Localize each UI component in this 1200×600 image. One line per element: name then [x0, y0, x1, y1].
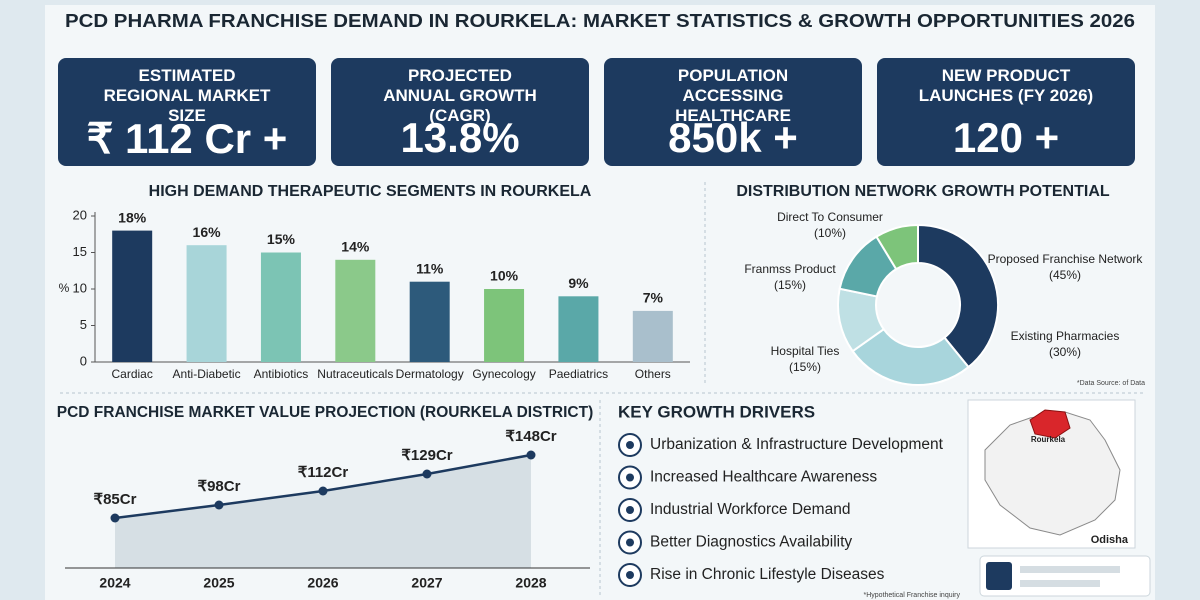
region-label: Rourkela [1031, 435, 1066, 444]
value-label: ₹129Cr [401, 447, 452, 464]
slice-value: (10%) [814, 226, 846, 240]
slice-value: (30%) [1049, 345, 1081, 359]
y-tick-label: 5 [80, 317, 87, 332]
bar [112, 230, 153, 362]
contact-icon [986, 562, 1012, 590]
kpi-card: NEW PRODUCT LAUNCHES (FY 2026) 120 + [877, 58, 1135, 166]
x-tick-label: Gynecology [472, 367, 535, 381]
x-tick-label: Others [635, 367, 671, 381]
donut-slice [851, 327, 970, 386]
point [422, 469, 432, 479]
driver-item: Rise in Chronic Lifestyle Diseases [650, 566, 885, 583]
driver-item: Increased Healthcare Awareness [650, 469, 877, 486]
chart-title: PCD FRANCHISE MARKET VALUE PROJECTION (R… [57, 404, 593, 421]
footnote: *Hypothetical Franchise inquiry [864, 592, 961, 599]
chart-title: HIGH DEMAND THERAPEUTIC SEGMENTS IN ROUR… [149, 183, 592, 200]
value-label: ₹148Cr [505, 428, 556, 445]
driver-icon-dot [626, 473, 634, 482]
y-tick-label: 0 [80, 353, 87, 368]
kpi-label: ESTIMATED REGIONAL MARKET SIZE [103, 66, 271, 125]
x-tick-label: 2025 [203, 575, 234, 591]
slice-label: Hospital Ties [771, 344, 840, 358]
x-tick-label: Dermatology [396, 367, 464, 381]
driver-icon-dot [626, 571, 634, 579]
x-tick-label: Nutraceuticals [317, 367, 393, 381]
point [214, 500, 224, 510]
driver-icon-dot [626, 441, 634, 449]
value-label: 15% [267, 231, 296, 247]
x-tick-label: Anti-Diabetic [173, 367, 241, 381]
slice-value: (15%) [789, 360, 821, 374]
kpi-label: NEW PRODUCT LAUNCHES (FY 2026) [918, 66, 1094, 105]
value-label: ₹112Cr [298, 464, 349, 481]
value-label: 16% [193, 224, 222, 240]
x-tick-label: 2027 [411, 575, 442, 591]
kpi-card: ESTIMATED REGIONAL MARKET SIZE ₹ 112 Cr + [58, 58, 316, 166]
value-label: 11% [416, 260, 444, 276]
value-label: ₹98Cr [198, 478, 241, 495]
map: Rourkela Odisha [967, 399, 1136, 549]
kpi-card: PROJECTED ANNUAL GROWTH (CAGR) 13.8% [331, 58, 589, 166]
kpi-value: 850k + [668, 114, 798, 161]
y-axis-label: % [59, 281, 70, 295]
slice-label: Existing Pharmacies [1011, 329, 1120, 343]
value-label: 18% [118, 209, 147, 225]
value-label: 7% [643, 290, 664, 306]
driver-item: Better Diagnostics Availability [650, 534, 852, 551]
slice-value: (45%) [1049, 268, 1081, 282]
bar [409, 281, 450, 362]
y-tick-label: 10 [73, 280, 87, 295]
x-tick-label: 2028 [515, 575, 546, 591]
driver-icon-dot [626, 506, 634, 514]
x-tick-label: Cardiac [112, 367, 153, 381]
value-label: 10% [490, 268, 519, 284]
kpi-card: POPULATION ACCESSING HEALTHCARE 850k + [604, 58, 862, 166]
slice-value: (15%) [774, 278, 806, 292]
x-tick-label: Paediatrics [549, 367, 608, 381]
bar [484, 289, 525, 362]
value-label: 14% [341, 239, 370, 255]
driver-item: Urbanization & Infrastructure Developmen… [650, 436, 944, 453]
bar [632, 310, 673, 362]
x-tick-label: 2024 [99, 575, 130, 591]
slice-label: Franmss Product [744, 262, 836, 276]
kpi-label: PROJECTED ANNUAL GROWTH (CAGR) [383, 66, 537, 125]
kpi-label: POPULATION ACCESSING HEALTHCARE [675, 66, 791, 125]
note: *Data Source: of Data [1077, 380, 1145, 387]
kpi-value: 120 + [952, 114, 1060, 161]
chart-title: DISTRIBUTION NETWORK GROWTH POTENTIAL [736, 183, 1110, 200]
bar [335, 259, 376, 362]
point [318, 486, 328, 496]
bar [260, 252, 301, 362]
kpi-value: 13.8% [400, 114, 520, 161]
blurred-text [1020, 580, 1100, 587]
drivers-title: KEY GROWTH DRIVERS [618, 402, 815, 421]
point [526, 450, 536, 460]
x-tick-label: Antibiotics [254, 367, 309, 381]
blurred-text [1020, 566, 1120, 573]
state-label: Odisha [1091, 534, 1129, 546]
bar [558, 296, 599, 362]
region-shape [1029, 409, 1071, 439]
donut-slice [917, 223, 999, 369]
driver-icon-dot [626, 538, 634, 547]
bar [186, 245, 227, 362]
y-tick-label: 15 [73, 244, 87, 259]
kpi-value: ₹ 112 Cr + [86, 115, 288, 162]
page-title: PCD PHARMA FRANCHISE DEMAND IN ROURKELA:… [65, 11, 1135, 31]
value-label: 9% [568, 275, 589, 291]
slice-label: Proposed Franchise Network [988, 252, 1144, 266]
x-tick-label: 2026 [307, 575, 338, 591]
point [110, 513, 120, 523]
area [115, 455, 531, 568]
driver-item: Industrial Workforce Demand [650, 501, 850, 518]
donut-slice [875, 223, 919, 271]
value-label: ₹85Cr [94, 491, 137, 508]
y-tick-label: 20 [73, 207, 87, 222]
slice-label: Direct To Consumer [777, 210, 883, 224]
